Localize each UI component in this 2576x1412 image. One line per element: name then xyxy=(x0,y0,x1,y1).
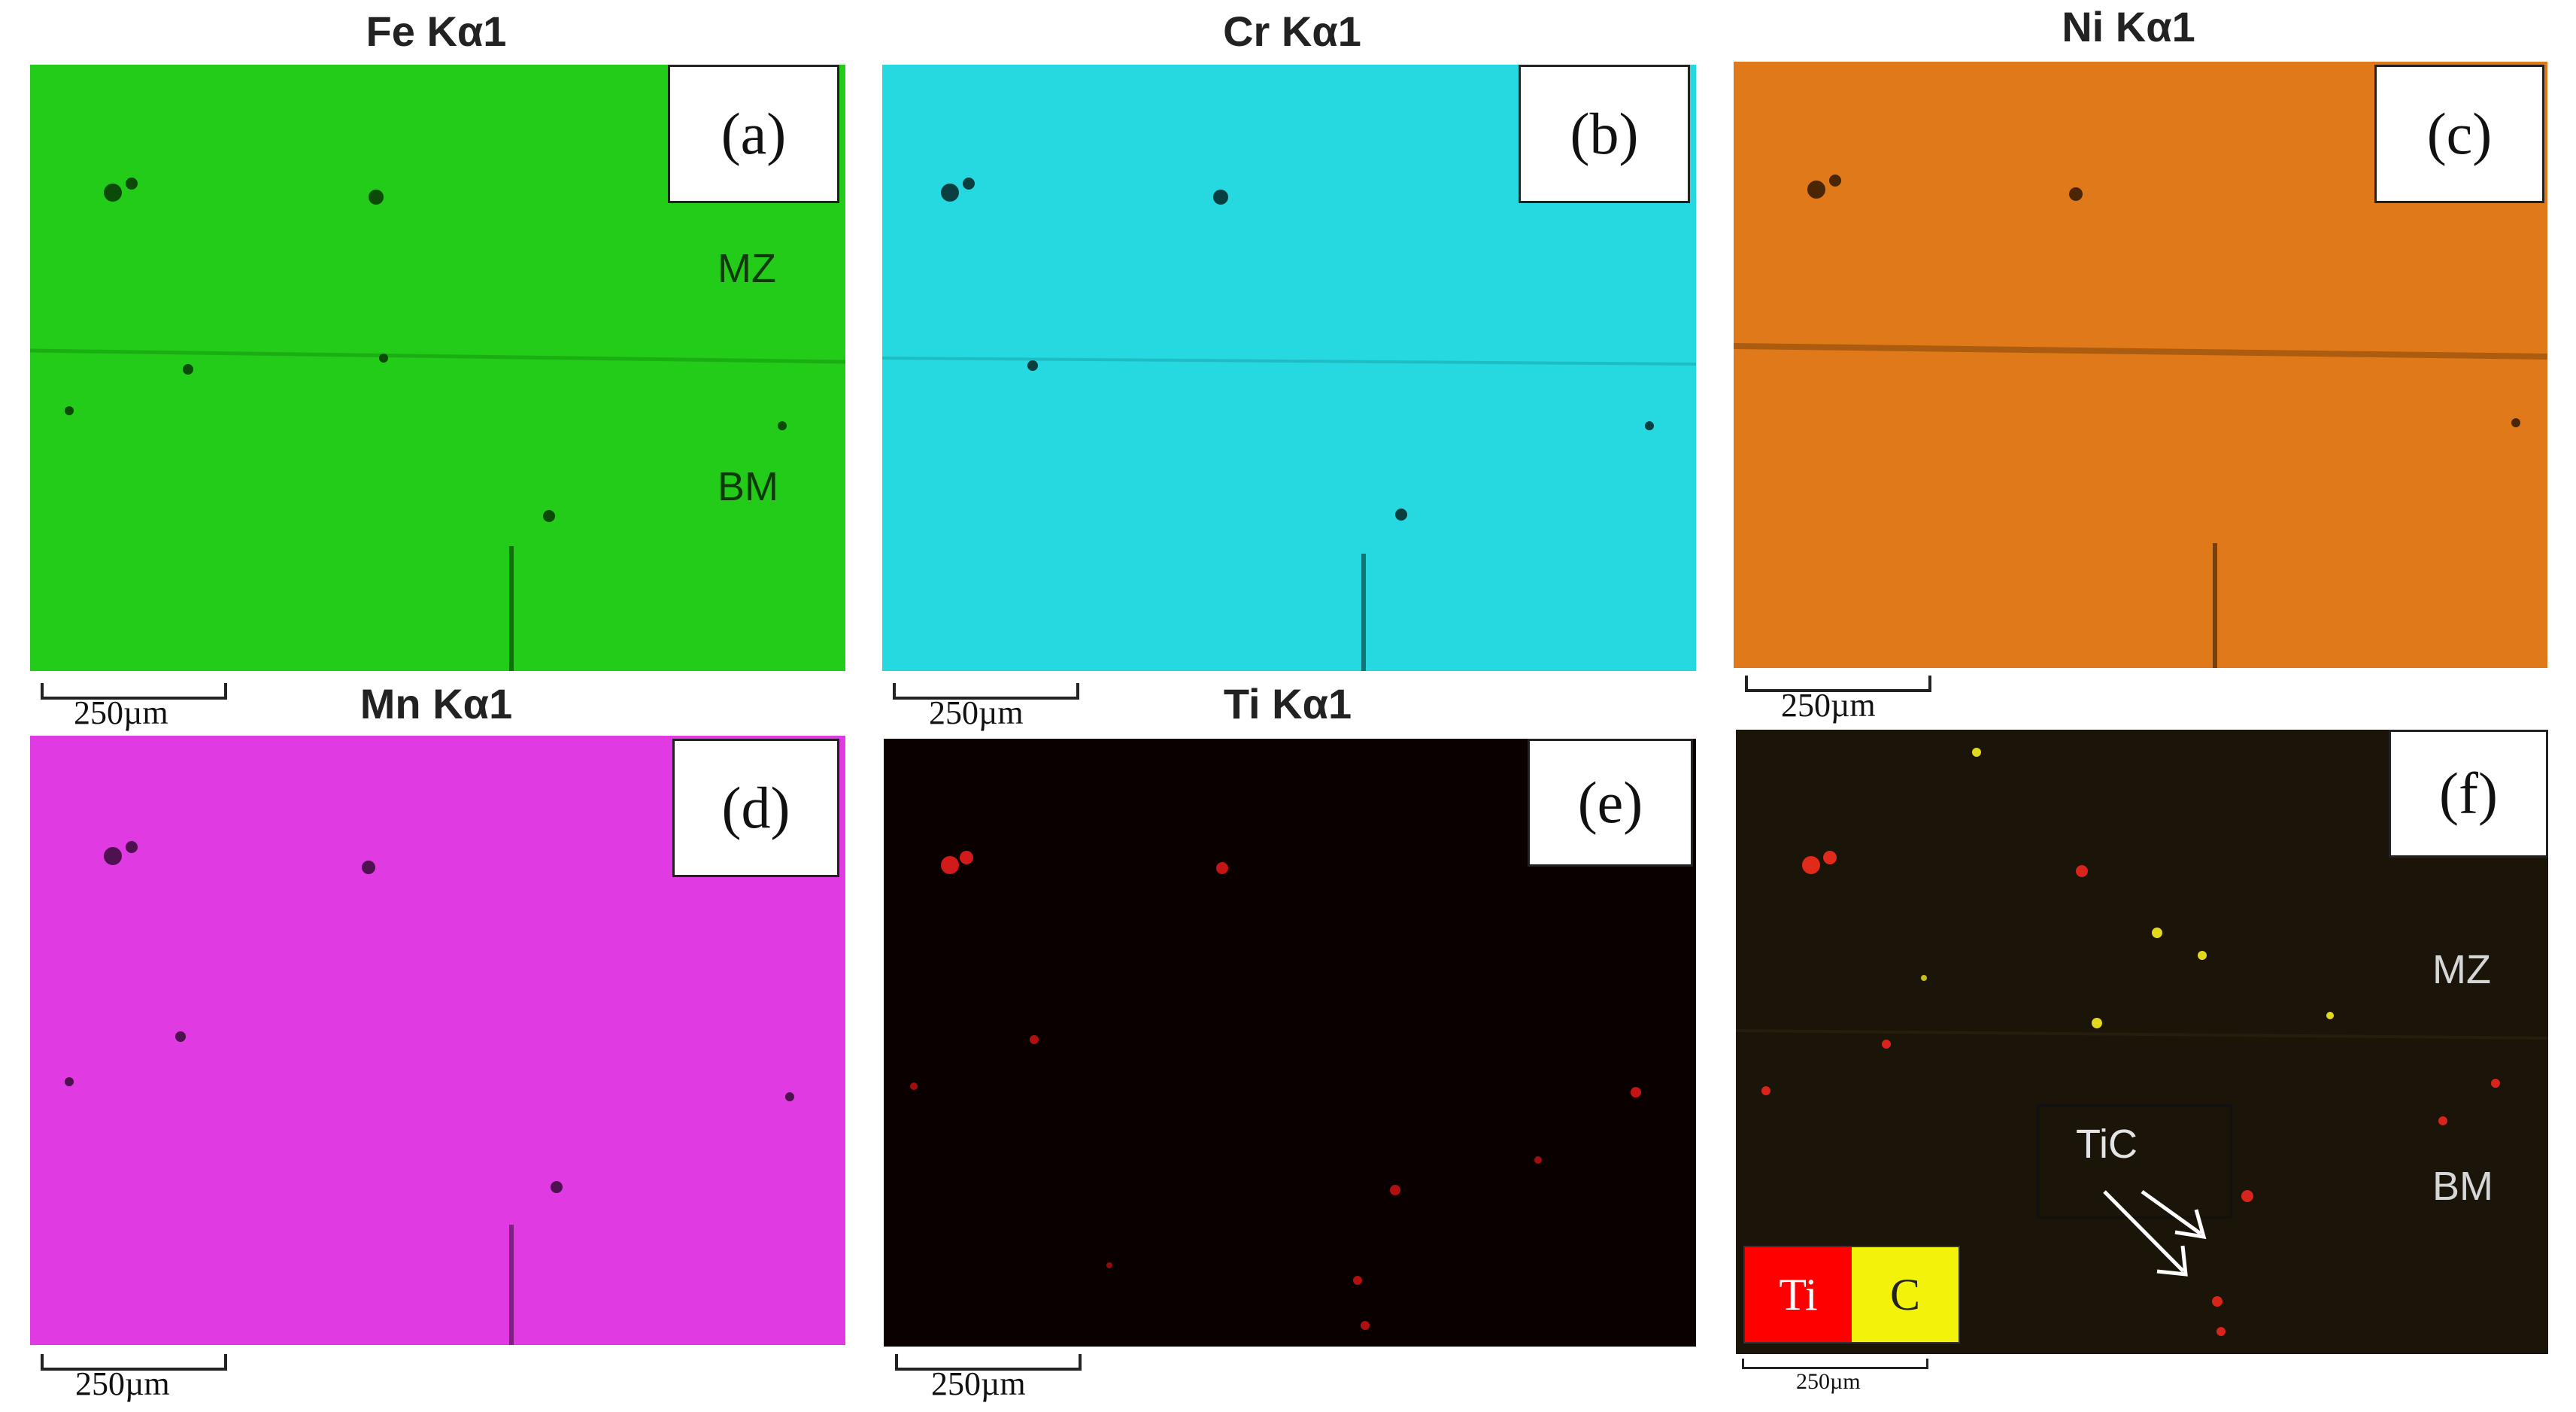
panel-f-texture xyxy=(1736,748,2548,1336)
panel-f-map: (f) MZ BM TiC Ti C xyxy=(1736,730,2548,1354)
panel-d-scale-label: 250µm xyxy=(75,1365,170,1402)
panel-b-map: (b) xyxy=(882,65,1696,671)
panel-c-tag: (c) xyxy=(2374,65,2544,203)
panel-a-zone-mz: MZ xyxy=(718,246,776,291)
panel-c-scale-label: 250µm xyxy=(1781,687,1876,724)
panel-d-map: (d) xyxy=(30,736,845,1345)
panel-c-map: (c) xyxy=(1734,62,2547,668)
panel-a-title: Fe Kα1 xyxy=(366,8,507,55)
panel-c-scalebar xyxy=(1745,676,1931,692)
legend-c: C xyxy=(1852,1247,1959,1342)
panel-f-zone-bm: BM xyxy=(2432,1164,2493,1209)
panel-d-scalebar xyxy=(41,1354,227,1371)
panel-e-scalebar xyxy=(895,1354,1082,1371)
panel-e-title: Ti Kα1 xyxy=(1223,680,1352,727)
panel-f-tag: (f) xyxy=(2389,730,2548,858)
panel-e-scale-label: 250µm xyxy=(931,1365,1026,1402)
tic-annotation-box xyxy=(2037,1104,2232,1219)
panel-e-tag: (e) xyxy=(1528,739,1693,867)
panel-a-map: (a) MZ BM xyxy=(30,65,845,671)
panel-a-tag: (a) xyxy=(668,65,839,203)
panel-e-texture xyxy=(910,851,1641,1330)
panel-b-title: Cr Kα1 xyxy=(1223,8,1361,55)
tic-arrows xyxy=(2103,1189,2207,1277)
panel-f-zone-mz: MZ xyxy=(2432,947,2491,992)
panel-f-scalebar xyxy=(1742,1359,1928,1369)
element-legend: Ti C xyxy=(1743,1246,1960,1344)
panel-d-tag: (d) xyxy=(672,739,839,877)
panel-a-scalebar xyxy=(41,683,227,700)
panel-a-scale-label: 250µm xyxy=(74,694,168,731)
panel-b-scalebar xyxy=(893,683,1079,700)
panel-b-tag: (b) xyxy=(1519,65,1690,203)
panel-a-zone-bm: BM xyxy=(718,464,778,509)
panel-f-scale-label: 250µm xyxy=(1796,1369,1861,1394)
panel-b-scale-label: 250µm xyxy=(929,694,1024,731)
legend-ti: Ti xyxy=(1745,1247,1852,1342)
tic-annotation-label: TiC xyxy=(2076,1122,2138,1167)
panel-d-title: Mn Kα1 xyxy=(360,680,513,727)
panel-c-title: Ni Kα1 xyxy=(2062,3,2195,50)
panel-e-map: (e) xyxy=(884,739,1696,1347)
